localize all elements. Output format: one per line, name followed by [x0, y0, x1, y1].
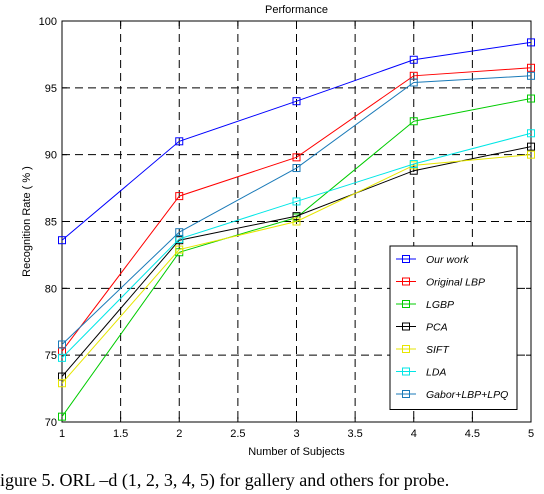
data-point-gabor-lbp-lpq: [58, 340, 66, 349]
series-line-our-work: [61, 41, 532, 241]
legend: Our work Original LBP LGBP PCA SIFT LDA Gabor+…: [389, 245, 518, 410]
data-point-pca: [292, 212, 301, 221]
data-point-sift: [175, 245, 184, 254]
x-tick-label: 1.5: [113, 428, 128, 440]
legend-entry-label: SIFT: [426, 344, 450, 356]
x-tick-label: 3.5: [347, 428, 362, 440]
legend-box: [389, 245, 518, 410]
legend-entry-label: LDA: [426, 367, 446, 379]
legend-entry-label: PCA: [426, 322, 448, 334]
y-tick-label: 95: [45, 83, 57, 95]
data-point-original-lbp: [527, 63, 535, 72]
grid-lines: [62, 21, 531, 422]
series-line-gabor-lbp-lpq: [61, 75, 532, 345]
y-axis-label: Recognition Rate ( % ): [21, 166, 33, 277]
legend-swatch-marker: [402, 322, 410, 331]
data-point-gabor-lbp-lpq: [527, 71, 535, 80]
x-tick-label: 3: [293, 428, 299, 440]
data-point-lda: [527, 129, 535, 138]
data-point-sift: [527, 150, 535, 159]
data-point-our-work: [292, 97, 301, 106]
data-point-original-lbp: [292, 153, 301, 162]
series-line-lda: [61, 132, 532, 359]
y-tick-label: 70: [45, 417, 57, 429]
data-point-lgbp: [58, 412, 66, 421]
data-point-pca: [527, 142, 535, 151]
x-tick-label: 5: [528, 428, 534, 440]
y-tick-label: 75: [45, 350, 57, 362]
performance-chart: 1 1.5 2 2.5 3 3.5 4 4.5 5 70 75 80 85 90 95 100 Perfor…: [21, 4, 535, 458]
y-tick-label: 80: [45, 283, 57, 295]
legend-entry-label: LGBP: [426, 299, 454, 311]
data-point-lda: [409, 160, 418, 169]
x-tick-label: 2: [176, 428, 182, 440]
data-point-gabor-lbp-lpq: [409, 78, 418, 87]
data-point-lda: [58, 353, 66, 362]
data-point-sift: [292, 217, 301, 226]
series-line-sift: [61, 154, 532, 384]
x-tick-label: 1: [59, 428, 65, 440]
data-point-sift: [58, 379, 66, 388]
data-point-original-lbp: [175, 192, 184, 201]
legend-entry-label: Our work: [426, 254, 469, 266]
data-point-lda: [292, 197, 301, 206]
series-line-original-lbp: [61, 67, 532, 352]
series-line-lgbp: [61, 98, 532, 417]
data-point-our-work: [58, 236, 66, 245]
data-point-gabor-lbp-lpq: [292, 164, 301, 173]
y-tick-label: 100: [39, 16, 57, 28]
x-tick-label: 2.5: [230, 428, 245, 440]
chart-title: Performance: [265, 4, 328, 16]
data-point-our-work: [527, 38, 535, 47]
legend-swatch-marker: [402, 255, 410, 263]
series-lines: [58, 38, 535, 421]
legend-swatch-marker: [402, 345, 410, 353]
data-point-our-work: [409, 55, 418, 64]
data-point-lgbp: [409, 117, 418, 126]
x-axis-label: Number of Subjects: [248, 446, 345, 458]
x-tick-label: 4.5: [465, 428, 480, 440]
legend-swatch-marker: [402, 300, 410, 308]
x-axis-ticks: 1 1.5 2 2.5 3 3.5 4 4.5 5: [59, 21, 534, 440]
series-line-pca: [61, 146, 532, 377]
y-tick-label: 85: [45, 217, 57, 229]
legend-swatch-marker: [402, 390, 410, 398]
y-tick-label: 90: [45, 150, 57, 162]
figure-caption: Figure 5. ORL –d (1, 2, 3, 4, 5) for gal…: [0, 470, 450, 490]
legend-swatch-marker: [402, 277, 410, 286]
data-point-our-work: [175, 137, 184, 146]
data-point-lgbp: [527, 94, 535, 103]
x-tick-label: 4: [411, 428, 417, 440]
legend-entry-label: Original LBP: [426, 277, 485, 289]
data-point-gabor-lbp-lpq: [175, 228, 184, 237]
legend-swatch-marker: [402, 367, 410, 376]
y-axis-ticks: 70 75 80 85 90 95 100: [39, 16, 531, 429]
legend-entry-label: Gabor+LBP+LPQ: [426, 389, 508, 401]
